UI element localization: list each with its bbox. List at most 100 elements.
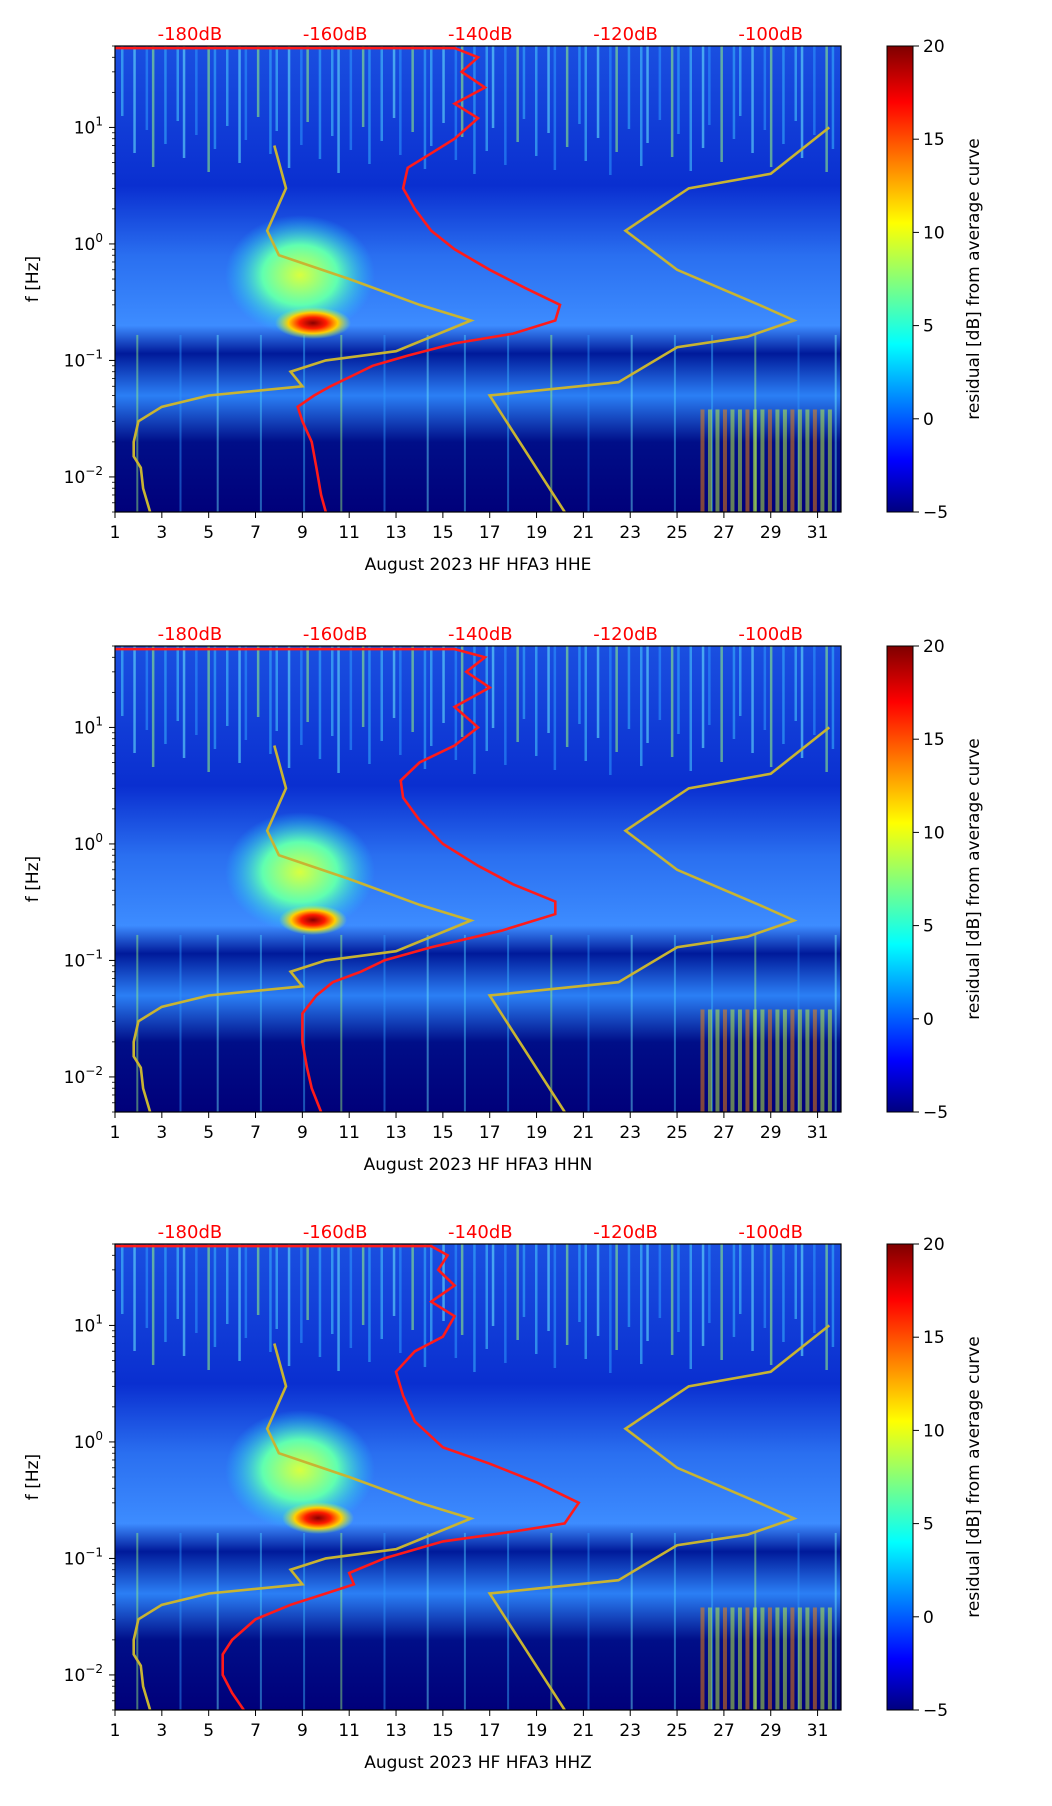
db-scale-label: -180dB (158, 24, 223, 45)
hf-stripe (337, 646, 340, 773)
hf-stripe (522, 646, 526, 719)
x-tick-label: 1 (110, 1721, 121, 1741)
db-scale-label: -120dB (593, 624, 658, 645)
lf-stripe (340, 934, 343, 1112)
lf-stripe (340, 334, 343, 512)
hf-stripe (689, 1244, 692, 1369)
colorbar: −5 0 5 10 15 20 residual [dB] from average cu… (886, 37, 984, 523)
hf-stripe (782, 46, 785, 144)
hf-stripe (751, 46, 754, 153)
lf-energy-stripe (752, 1607, 757, 1710)
lf-energy-stripe (805, 1607, 810, 1710)
hf-stripe (176, 46, 179, 121)
hf-stripe (145, 46, 149, 130)
hf-stripe (430, 1244, 433, 1344)
hf-stripe (226, 46, 229, 126)
x-tick-label: 15 (432, 523, 454, 543)
lf-energy-stripe (760, 409, 765, 512)
hf-stripe (392, 46, 396, 118)
hf-stripe (361, 646, 365, 727)
colorbar-tick-label: 20 (923, 1235, 945, 1255)
hf-stripe (460, 646, 464, 737)
hf-stripe (670, 646, 674, 757)
hf-stripe (454, 646, 458, 760)
curve-layer (115, 46, 831, 512)
hf-stripe (176, 646, 179, 721)
x-tick-label: 19 (526, 1123, 548, 1143)
hf-stripe (565, 1244, 569, 1345)
hf-stripe (627, 46, 631, 129)
hf-stripe (121, 46, 124, 116)
panel-hhe: 1 3 5 7 9 11 13 15 17 19 21 23 25 27 29 3110−210−110010… (23, 24, 984, 575)
hf-stripe (399, 46, 402, 155)
lf-stripe (383, 1532, 386, 1710)
hf-stripe (195, 646, 198, 735)
hf-stripe (349, 1244, 353, 1348)
lf-energy-stripe (715, 1009, 720, 1112)
y-tick-label: 10−2 (64, 464, 103, 488)
colorbar-tick-label: 10 (923, 223, 945, 243)
hf-stripe (763, 646, 767, 730)
lf-stripe (179, 334, 182, 512)
hf-stripe (547, 46, 550, 133)
hf-stripe (739, 1244, 742, 1314)
x-axis-label: August 2023 HF HFA3 HHN (364, 1155, 593, 1175)
hf-stripe (473, 46, 476, 174)
hf-stripe (701, 1244, 705, 1346)
lf-energy-stripe (820, 409, 825, 512)
x-tick-label: 13 (385, 1123, 407, 1143)
lf-energy-stripe (707, 1009, 712, 1112)
lf-stripe (673, 1532, 676, 1710)
hf-stripe (368, 646, 371, 764)
y-tick-label: 101 (74, 714, 103, 738)
colorbar-tick-label: 10 (923, 1421, 945, 1441)
hf-stripe (368, 46, 371, 164)
lf-stripe (587, 934, 590, 1112)
x-tick-label: 15 (432, 1123, 454, 1143)
hf-stripe (430, 646, 433, 746)
hf-stripe (182, 46, 186, 158)
lf-stripe (259, 1532, 262, 1710)
lf-energy-stripe (707, 409, 712, 512)
x-tick-label: 11 (338, 1123, 360, 1143)
panel-hhz: 1 3 5 7 9 11 13 15 17 19 21 23 25 27 29 3110−210−110010… (23, 1222, 984, 1773)
hf-stripe (739, 46, 742, 116)
hf-stripe (670, 46, 674, 157)
lf-stripe (259, 334, 262, 512)
yellow-reference-curve (132, 1343, 475, 1710)
lf-energy-stripe (827, 1607, 832, 1710)
hf-stripe (176, 1244, 179, 1319)
hf-stripe (207, 46, 210, 172)
lf-stripe (216, 334, 219, 512)
x-tick-label: 13 (385, 1721, 407, 1741)
hf-stripe (578, 646, 581, 724)
warm-region (225, 1410, 375, 1530)
hf-stripe (677, 646, 680, 734)
x-tick-label: 15 (432, 1721, 454, 1741)
hf-stripe (300, 1244, 303, 1343)
yellow-reference-curve (132, 745, 475, 1112)
hf-stripe (491, 46, 495, 128)
hf-stripe (331, 46, 334, 136)
hf-stripe (195, 1244, 198, 1333)
lf-stripe (303, 934, 306, 1112)
hf-stripe (423, 1244, 427, 1367)
spectrogram-stripes (121, 46, 837, 512)
hf-stripe (782, 1244, 785, 1342)
hf-stripe (306, 46, 309, 122)
hf-stripe (121, 1244, 124, 1314)
lf-energy-stripe (737, 1607, 742, 1710)
lf-energy-stripe (745, 1009, 750, 1112)
hf-stripe (658, 646, 662, 720)
colorbar-tick-label: 15 (923, 730, 945, 750)
hf-stripe (516, 1244, 519, 1340)
x-tick-label: 29 (760, 1123, 782, 1143)
hf-stripe (584, 646, 587, 761)
lf-energy-stripe (797, 409, 802, 512)
hf-stripe (195, 46, 198, 135)
y-tick-label: 100 (74, 831, 103, 855)
hf-stripe (800, 1244, 804, 1356)
panel-hhn: 1 3 5 7 9 11 13 15 17 19 21 23 25 27 29 3110−210−110010… (23, 624, 984, 1175)
hf-stripe (182, 646, 186, 758)
hf-stripe (491, 646, 495, 728)
